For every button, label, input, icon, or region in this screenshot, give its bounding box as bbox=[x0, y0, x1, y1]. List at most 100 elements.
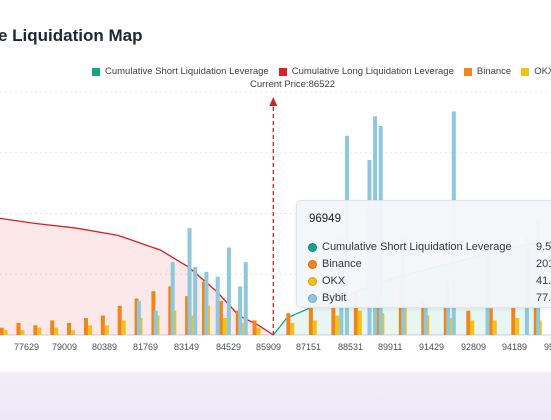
bar-okx bbox=[357, 310, 362, 335]
bottom-panel bbox=[0, 372, 551, 420]
bar-binance bbox=[488, 308, 493, 335]
bar-okx bbox=[121, 320, 126, 335]
current-price-label: Current Price:86522 bbox=[250, 79, 336, 90]
bar-okx bbox=[335, 315, 340, 335]
tooltip-row-binance: Binance 201.4 bbox=[308, 258, 551, 270]
legend-swatch bbox=[92, 67, 100, 76]
x-tick-label: 94189 bbox=[502, 342, 527, 352]
legend-swatch bbox=[521, 67, 530, 76]
page-title: e Liquidation Map bbox=[0, 26, 143, 45]
tooltip-row-short: Cumulative Short Liquidation Leverage 9.… bbox=[308, 241, 551, 253]
x-tick-label: 83149 bbox=[174, 342, 199, 352]
x-tick-label: 84529 bbox=[216, 342, 241, 352]
tooltip-label: Bybit bbox=[322, 292, 347, 304]
bar-binance bbox=[466, 310, 471, 335]
bar-okx bbox=[222, 317, 227, 335]
bar-okx bbox=[104, 325, 109, 335]
x-tick-label: 88531 bbox=[338, 342, 363, 352]
bar-bybit bbox=[446, 281, 451, 335]
bar-okx bbox=[290, 322, 295, 335]
bar-okx bbox=[37, 327, 42, 335]
tooltip-dot bbox=[308, 293, 317, 303]
bar-bybit bbox=[204, 271, 209, 335]
bar-binance bbox=[286, 313, 291, 335]
bar-binance bbox=[0, 327, 4, 335]
bar-binance bbox=[353, 291, 358, 335]
x-tick-label: 79009 bbox=[52, 342, 77, 352]
bar-binance bbox=[33, 325, 38, 335]
tooltip-dot bbox=[308, 276, 317, 286]
bar-binance bbox=[151, 291, 156, 335]
chart-tooltip: 96949 Cumulative Short Liquidation Lever… bbox=[296, 200, 551, 308]
x-tick-label: 80389 bbox=[92, 342, 117, 352]
tooltip-value: 201.4 bbox=[536, 258, 551, 270]
bar-bybit bbox=[193, 266, 198, 335]
bar-binance bbox=[533, 305, 538, 335]
bar-okx bbox=[256, 327, 261, 335]
legend-label: Binance bbox=[476, 66, 512, 77]
legend-item-short-leverage[interactable]: Cumulative Short Liquidation Leverage bbox=[92, 66, 269, 77]
bar-okx bbox=[470, 320, 475, 335]
bar-bybit bbox=[243, 262, 248, 335]
x-tick-label: 77629 bbox=[14, 342, 39, 352]
bar-okx bbox=[3, 330, 8, 335]
x-tick-label: 91429 bbox=[419, 342, 444, 352]
liquidation-chart[interactable]: 77629 79009 80389 81769 83149 84529 85909 87151… bbox=[0, 0, 551, 372]
current-price-arrow bbox=[269, 97, 278, 106]
bar-binance bbox=[235, 310, 240, 335]
tooltip-title: 96949 bbox=[309, 213, 341, 225]
bar-bybit bbox=[153, 310, 158, 335]
bar-binance bbox=[202, 281, 207, 335]
x-tick-label: 85909 bbox=[256, 342, 281, 352]
bar-binance bbox=[168, 286, 173, 335]
bar-binance bbox=[50, 320, 55, 335]
bar-bybit bbox=[170, 262, 175, 335]
bar-bybit bbox=[187, 228, 192, 335]
bar-binance bbox=[376, 296, 381, 335]
bar-binance bbox=[218, 300, 223, 335]
bar-binance bbox=[16, 322, 21, 335]
bar-binance bbox=[421, 300, 426, 335]
bar-binance bbox=[331, 298, 336, 335]
legend-swatch bbox=[463, 67, 472, 76]
bar-binance bbox=[185, 296, 190, 335]
legend-item-binance[interactable]: Binance bbox=[463, 66, 512, 77]
bar-okx bbox=[20, 330, 25, 335]
bar-okx bbox=[515, 317, 520, 335]
tooltip-value: 41.4 bbox=[536, 275, 551, 287]
bar-binance bbox=[117, 305, 122, 335]
x-tick-label: 87151 bbox=[296, 342, 321, 352]
legend-label: Cumulative Short Liquidation Leverage bbox=[105, 66, 269, 77]
legend-swatch bbox=[278, 67, 287, 76]
bar-bybit bbox=[226, 247, 231, 335]
x-tick-label: 89911 bbox=[378, 342, 402, 352]
legend-item-long-leverage[interactable]: Cumulative Long Liquidation Leverage bbox=[278, 66, 454, 77]
bar-binance bbox=[252, 320, 257, 335]
tooltip-dot bbox=[308, 242, 317, 252]
tooltip-label: Binance bbox=[322, 258, 362, 270]
tooltip-value: 77.7 bbox=[536, 292, 551, 304]
tooltip-label: Cumulative Short Liquidation Leverage bbox=[322, 241, 512, 253]
bar-binance bbox=[511, 303, 516, 335]
bar-bybit bbox=[215, 276, 220, 335]
bar-okx bbox=[54, 327, 59, 335]
tooltip-row-bybit: Bybit 77.7 bbox=[308, 292, 551, 304]
x-tick-label: 95 bbox=[544, 342, 551, 352]
bar-bybit bbox=[238, 286, 243, 335]
long-leverage-line bbox=[0, 217, 274, 336]
bar-okx bbox=[312, 320, 317, 335]
bar-binance bbox=[398, 286, 403, 335]
tooltip-row-okx: OKX 41.4 bbox=[308, 275, 551, 287]
bar-binance bbox=[67, 322, 72, 335]
legend-label: OKX bbox=[534, 66, 551, 77]
bar-binance bbox=[83, 317, 88, 335]
bar-okx bbox=[492, 320, 497, 335]
legend-label: Cumulative Long Liquidation Leverage bbox=[291, 66, 454, 77]
tooltip-value: 9.5 bbox=[536, 241, 551, 253]
bar-binance bbox=[100, 315, 105, 335]
legend-item-okx[interactable]: OKX bbox=[521, 66, 551, 77]
bar-binance bbox=[308, 305, 313, 335]
tooltip-dot bbox=[308, 259, 317, 269]
bar-okx bbox=[87, 325, 92, 335]
bar-bybit bbox=[136, 300, 141, 335]
